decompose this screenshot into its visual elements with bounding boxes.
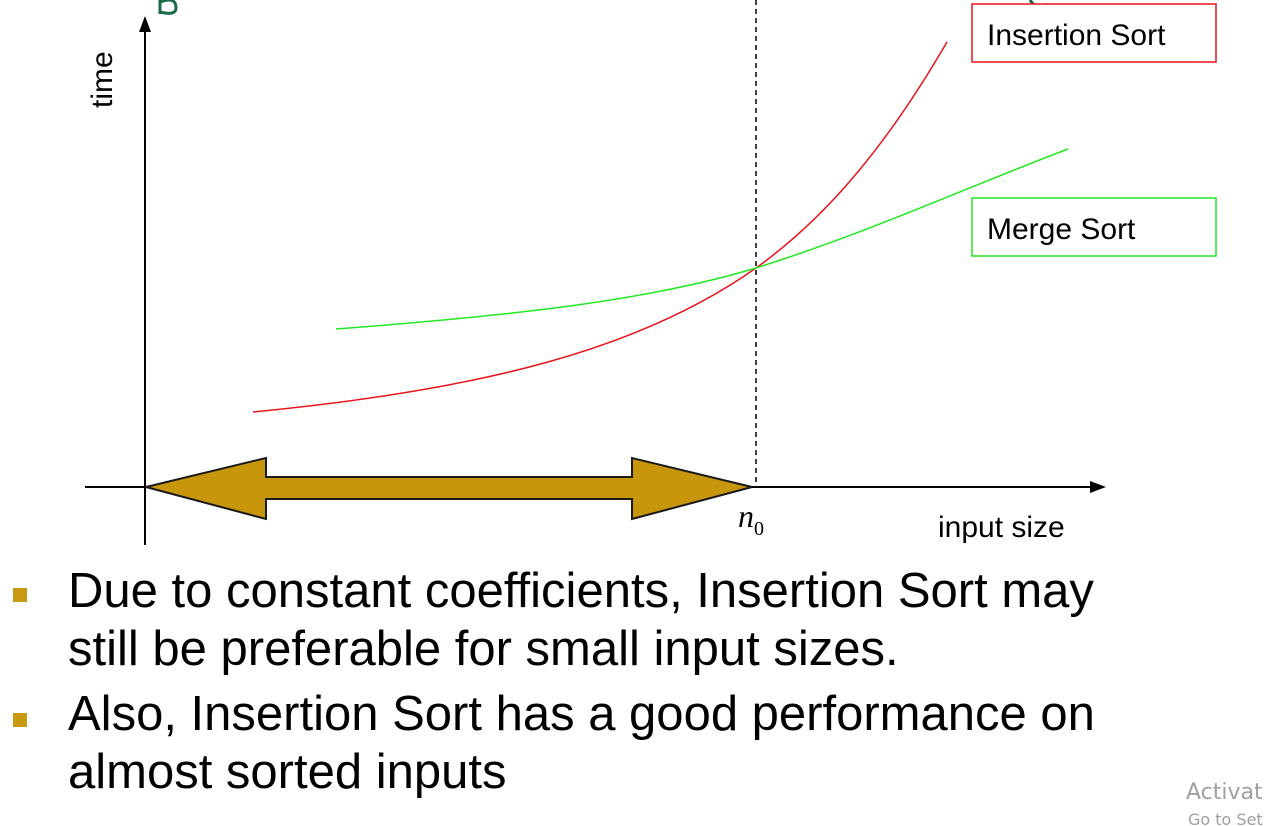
merge-sort-legend-box (971, 197, 1217, 257)
threshold-n: n (738, 498, 754, 534)
windows-activation-watermark: Activat Go to Set (1174, 766, 1274, 826)
title-fragment-left (158, 0, 178, 15)
y-axis-label: time (86, 51, 119, 108)
merge-sort-legend-label: Merge Sort (987, 213, 1136, 246)
x-axis-label: input size (938, 511, 1065, 544)
insertion-sort-legend-label: Insertion Sort (987, 19, 1166, 52)
bullet-text: Also, Insertion Sort has a good performa… (68, 687, 1095, 799)
watermark-line-1: Activat (1186, 780, 1263, 805)
y-axis-arrowhead (139, 16, 151, 32)
insertion-sort-curve (252, 41, 948, 413)
x-axis-arrowhead (1090, 481, 1106, 493)
merge-sort-curve (335, 148, 1069, 330)
small-input-range-arrow (145, 456, 753, 521)
bullet-text: Due to constant coefficients, Insertion … (68, 564, 1094, 676)
bullet-marker (13, 588, 27, 602)
threshold-label: n0 (738, 498, 764, 540)
threshold-subscript: 0 (754, 518, 764, 540)
insertion-sort-legend-box (971, 3, 1217, 63)
watermark-line-2: Go to Set (1188, 810, 1263, 826)
bullet-marker (13, 713, 27, 727)
